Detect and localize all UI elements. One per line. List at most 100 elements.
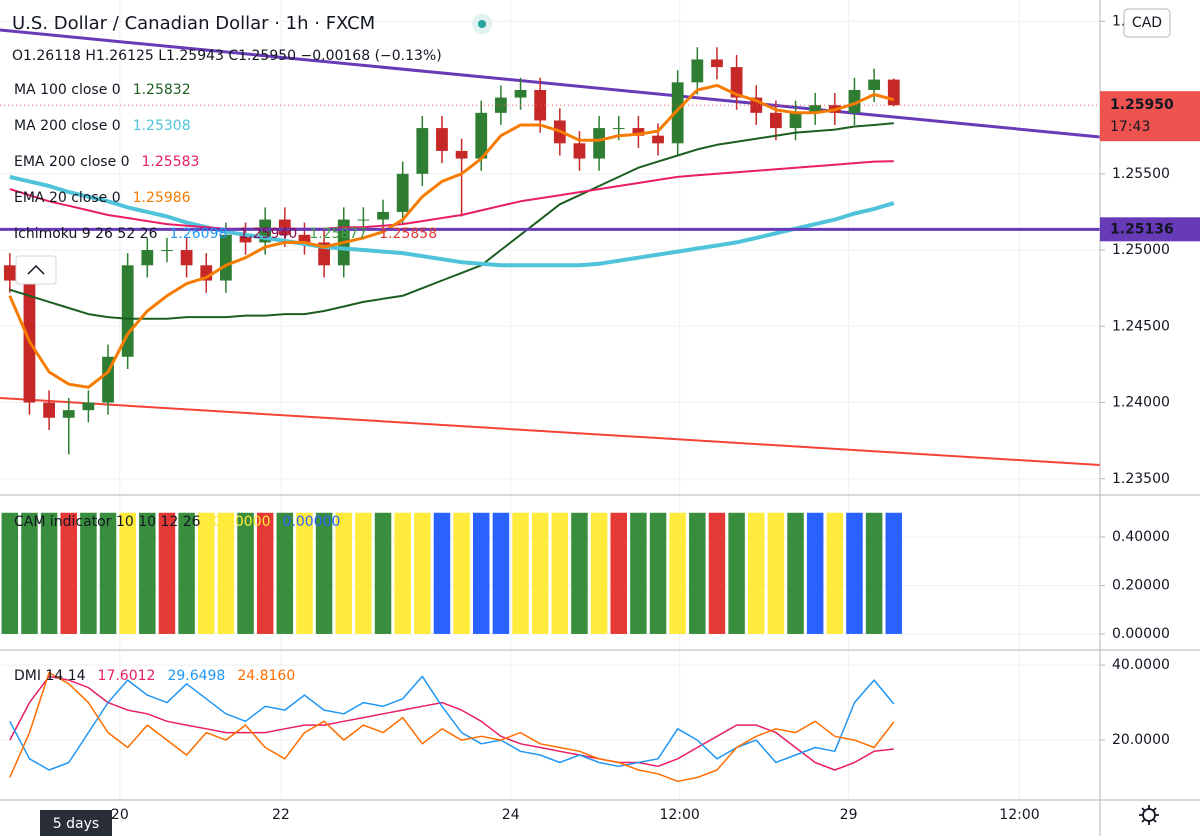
currency-label: CAD [1132, 15, 1162, 31]
level-label: 1.25136 [1110, 221, 1174, 237]
bar [669, 512, 686, 634]
bar [708, 512, 726, 634]
x-tick-label: 12:00 [659, 807, 699, 823]
candle-body [318, 242, 330, 266]
candle-body [259, 219, 272, 243]
bar [649, 512, 667, 634]
y-tick-label: 1.25500 [1112, 166, 1170, 182]
candle-body [102, 356, 114, 403]
price-tag [1100, 91, 1200, 142]
candle-body [416, 128, 429, 174]
bar [531, 512, 549, 634]
bar [846, 512, 863, 634]
bar [335, 512, 352, 634]
legend-name: EMA 20 close 0 [14, 190, 121, 206]
price-label: 1.25950 [1110, 97, 1174, 113]
candle-body [809, 105, 822, 113]
legend-value: 1.26098 [170, 226, 228, 242]
currency-button[interactable] [1123, 8, 1171, 38]
bar [315, 512, 333, 634]
candle-body [573, 143, 586, 159]
y-tick-label: 0.40000 [1112, 529, 1170, 545]
legend-entry: DMI 14 14 17.6012 29.6498 24.8160 [14, 668, 295, 684]
marks [0, 47, 1100, 783]
y-tick-label: 20.0000 [1112, 732, 1170, 748]
collapse-icon [27, 264, 45, 275]
bar [571, 512, 588, 634]
candle-body [455, 150, 468, 159]
bar [748, 512, 765, 634]
legend-value: 24.8160 [237, 668, 295, 684]
gear-teeth [1139, 805, 1159, 825]
candle-body [436, 128, 448, 151]
bar [590, 512, 608, 634]
bar [787, 512, 804, 634]
collapse-button[interactable] [15, 255, 57, 285]
legend-name: Ichimoku 9 26 52 26 [14, 226, 158, 242]
legend-value: 29.6498 [167, 668, 225, 684]
candle-body [514, 89, 527, 98]
y-tick-label: 0.20000 [1112, 577, 1170, 593]
x-tick-label: 22 [272, 807, 290, 823]
candle-body [632, 128, 645, 136]
bar [492, 512, 510, 634]
x-tick-label: 12:00 [999, 807, 1039, 823]
legend-value: 1.25877 [309, 226, 367, 242]
settings-icon[interactable] [1139, 805, 1159, 825]
bar [433, 512, 451, 634]
bar [256, 512, 274, 634]
candle-body [82, 402, 95, 411]
candle-body [671, 82, 684, 144]
ohlc-readout: O1.26118 H1.26125 L1.25943 C1.25950 −0.0… [12, 48, 442, 64]
candle-body [475, 112, 488, 159]
legend-entry: CAM indicator 10 10 12 26 0.50000 0.00000 [14, 514, 340, 530]
candle-body [396, 173, 409, 212]
legend-value: 1.25832 [133, 82, 191, 98]
bar [276, 512, 294, 634]
series-line [9, 675, 894, 771]
x-tick-label: 29 [840, 807, 858, 823]
bar [885, 512, 902, 634]
bar [198, 512, 215, 634]
range-badge[interactable] [40, 810, 112, 836]
candle-body [652, 135, 664, 144]
indicator-line [8, 83, 895, 389]
bar [119, 512, 136, 634]
y-tick-label: 1.24000 [1112, 395, 1170, 411]
bar [512, 512, 529, 634]
y-tick-label: 40.0000 [1112, 657, 1170, 673]
bar [551, 512, 569, 634]
legend-value: 17.6012 [98, 668, 156, 684]
candle-body [220, 234, 232, 281]
trend-line [0, 28, 1101, 139]
series-line [9, 671, 895, 783]
indicator-line [9, 122, 894, 320]
candle-body [161, 250, 173, 252]
bar [630, 512, 647, 634]
legend-value: 1.25308 [133, 118, 191, 134]
series-line [9, 675, 895, 771]
bar [826, 512, 844, 634]
candle-body [141, 250, 154, 266]
legend-value: 1.25986 [133, 190, 191, 206]
bar [394, 512, 411, 634]
bar [806, 512, 824, 634]
candle-body [612, 128, 625, 130]
bar [139, 512, 156, 634]
legend-entry: MA 200 close 0 1.25308 [14, 118, 191, 134]
bar [40, 512, 58, 634]
legend-entry: MA 100 close 0 1.25832 [14, 82, 191, 98]
legend-entry: EMA 20 close 0 1.25986 [14, 190, 191, 206]
candle-body [730, 67, 743, 98]
candle-body [180, 250, 193, 266]
bar [296, 512, 313, 634]
range-label: 5 days [53, 816, 99, 832]
legend-name: DMI 14 14 [14, 668, 86, 684]
indicator-line [9, 160, 894, 230]
bar [610, 512, 627, 634]
candle-body [62, 410, 75, 418]
bar [865, 512, 883, 634]
grid [0, 0, 1100, 800]
candle-body [711, 59, 723, 68]
bar [414, 512, 431, 634]
